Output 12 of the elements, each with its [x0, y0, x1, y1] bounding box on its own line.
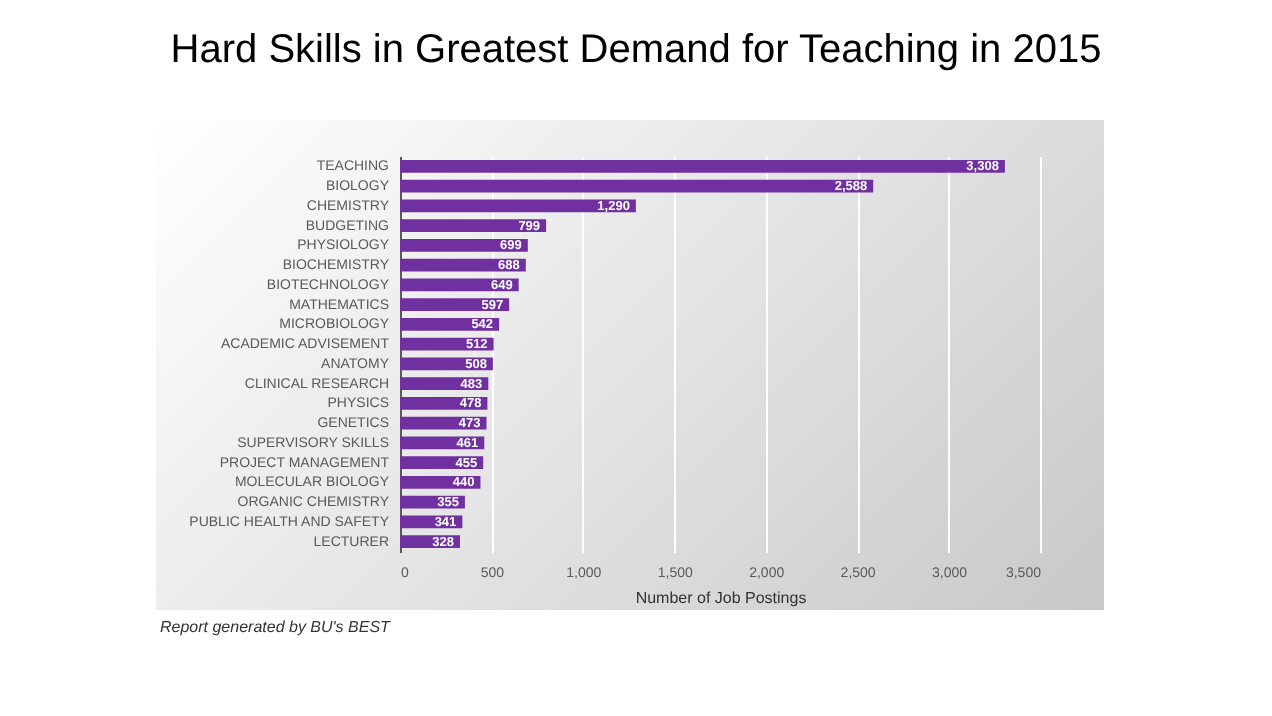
bar: [400, 238, 528, 252]
text: Report generated by BU's BEST: [160, 618, 390, 636]
bar: [400, 337, 494, 351]
bar: [400, 219, 547, 233]
bar: [400, 278, 519, 292]
bar: [400, 179, 874, 193]
x-axis-title: Number of Job Postings: [635, 589, 807, 607]
bar: [400, 159, 1005, 173]
bar: [400, 298, 510, 312]
bar: [400, 258, 526, 272]
bar: [400, 199, 636, 213]
chart-title: Hard Skills in Greatest Demand for Teaching in 2015: [168, 28, 1104, 74]
